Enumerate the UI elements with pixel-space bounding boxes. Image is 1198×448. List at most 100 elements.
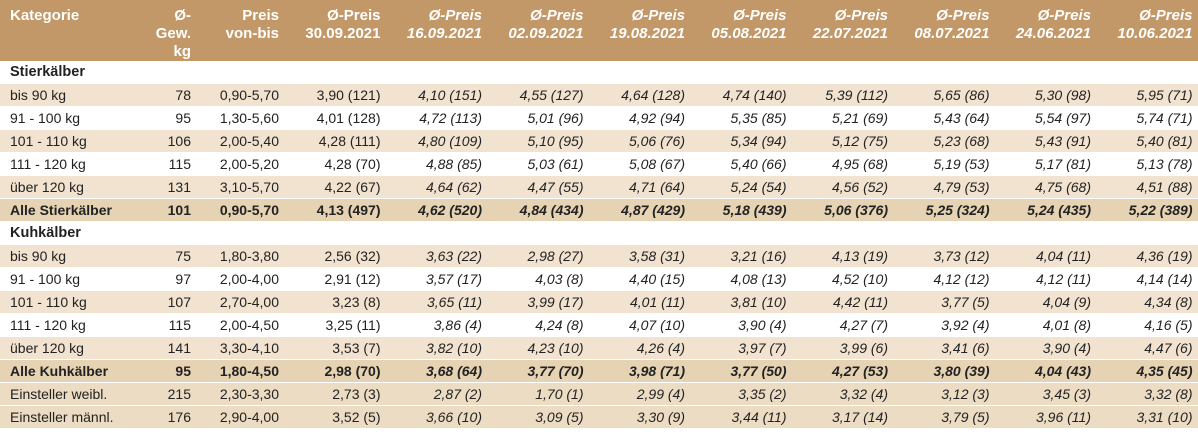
price-cell: 3,92 (4) (894, 313, 996, 338)
row-label: bis 90 kg (0, 244, 150, 269)
price-cell: 5,40 (81) (1097, 129, 1198, 154)
weight-cell: 131 (150, 175, 197, 200)
range-cell: 0,90-5,70 (197, 83, 285, 108)
price-cell: 5,18 (439) (691, 198, 793, 223)
price-cell: 4,10 (151) (386, 83, 488, 108)
price-cell: 3,99 (17) (488, 290, 590, 315)
weight-cell: 75 (150, 244, 197, 269)
range-cell: 1,80-3,80 (197, 244, 285, 269)
table-row: Einsteller weibl. 215 2,30-3,30 2,73 (3) 2,8… (0, 382, 1198, 407)
price-cell: 3,79 (5) (894, 405, 996, 430)
price-cell: 3,58 (31) (589, 244, 691, 269)
price-cell: 4,80 (109) (386, 129, 488, 154)
table-row: 101 - 110 kg 107 2,70-4,00 3,23 (8) 3,65 (11… (0, 290, 1198, 315)
price-cell: 5,39 (112) (792, 83, 894, 108)
price-cell: 4,12 (11) (995, 267, 1097, 292)
table-row: 91 - 100 kg 95 1,30-5,60 4,01 (128) 4,72 (11… (0, 106, 1198, 131)
price-cell: 5,24 (54) (691, 175, 793, 200)
weight-cell: 95 (150, 106, 197, 131)
price-cell: 4,36 (19) (1097, 244, 1198, 269)
row-label: bis 90 kg (0, 83, 150, 108)
price-cell: 2,98 (70) (285, 359, 387, 384)
range-cell: 2,90-4,00 (197, 405, 285, 430)
header-kategorie: Kategorie (0, 0, 150, 61)
price-cell: 2,98 (27) (488, 244, 590, 269)
price-cell: 5,19 (53) (894, 152, 996, 177)
table-row: bis 90 kg 75 1,80-3,80 2,56 (32) 3,63 (22) 2,… (0, 244, 1198, 269)
price-cell: 2,73 (3) (285, 382, 387, 407)
price-cell: 5,12 (75) (792, 129, 894, 154)
price-cell: 4,24 (8) (488, 313, 590, 338)
price-cell: 4,35 (45) (1097, 359, 1198, 384)
price-cell: 4,74 (140) (691, 83, 793, 108)
price-cell: 3,30 (9) (589, 405, 691, 430)
price-cell: 5,54 (97) (995, 106, 1097, 131)
price-cell: 3,25 (11) (285, 313, 387, 338)
price-cell: 3,63 (22) (386, 244, 488, 269)
table-row: bis 90 kg 78 0,90-5,70 3,90 (121) 4,10 (151)… (0, 83, 1198, 108)
price-cell: 4,72 (113) (386, 106, 488, 131)
price-cell: 3,82 (10) (386, 336, 488, 361)
weight-cell: 78 (150, 83, 197, 108)
weight-cell: 115 (150, 313, 197, 338)
price-cell: 4,34 (8) (1097, 290, 1198, 315)
price-cell: 5,65 (86) (894, 83, 996, 108)
price-cell: 4,47 (55) (488, 175, 590, 200)
row-label: 91 - 100 kg (0, 267, 150, 292)
header-date-4: Ø-Preis 05.08.2021 (691, 0, 793, 61)
row-label: 91 - 100 kg (0, 106, 150, 131)
price-cell: 4,71 (64) (589, 175, 691, 200)
price-cell: 2,91 (12) (285, 267, 387, 292)
price-cell: 3,77 (5) (894, 290, 996, 315)
table-row: 111 - 120 kg 115 2,00-4,50 3,25 (11) 3,86 (4… (0, 313, 1198, 338)
price-cell: 4,01 (11) (589, 290, 691, 315)
price-cell: 5,01 (96) (488, 106, 590, 131)
price-cell: 4,64 (62) (386, 175, 488, 200)
section-header-stier: Stierkälber (0, 61, 1198, 85)
total-row: Alle Kuhkälber 95 1,80-4,50 2,98 (70) 3,68 (… (0, 359, 1198, 384)
price-cell: 4,07 (10) (589, 313, 691, 338)
price-cell: 4,08 (13) (691, 267, 793, 292)
price-cell: 5,34 (94) (691, 129, 793, 154)
price-cell: 4,16 (5) (1097, 313, 1198, 338)
price-cell: 5,17 (81) (995, 152, 1097, 177)
price-cell: 5,08 (67) (589, 152, 691, 177)
price-cell: 4,52 (10) (792, 267, 894, 292)
price-cell: 5,35 (85) (691, 106, 793, 131)
table-row: 101 - 110 kg 106 2,00-5,40 4,28 (111) 4,80 (… (0, 129, 1198, 154)
header-date-2: Ø-Preis 02.09.2021 (488, 0, 590, 61)
price-cell: 5,06 (76) (589, 129, 691, 154)
price-cell: 3,99 (6) (792, 336, 894, 361)
price-cell: 4,04 (43) (995, 359, 1097, 384)
header-date-8: Ø-Preis 10.06.2021 (1097, 0, 1198, 61)
price-cell: 4,03 (8) (488, 267, 590, 292)
price-cell: 3,17 (14) (792, 405, 894, 430)
price-cell: 4,28 (70) (285, 152, 387, 177)
price-cell: 3,77 (70) (488, 359, 590, 384)
row-label: 111 - 120 kg (0, 313, 150, 338)
price-cell: 5,13 (78) (1097, 152, 1198, 177)
header-date-7: Ø-Preis 24.06.2021 (995, 0, 1097, 61)
price-cell: 4,87 (429) (589, 198, 691, 223)
total-row: Alle Stierkälber 101 0,90-5,70 4,13 (497) 4,… (0, 198, 1198, 223)
price-cell: 4,92 (94) (589, 106, 691, 131)
weight-cell: 101 (150, 198, 197, 223)
table-row: über 120 kg 141 3,30-4,10 3,53 (7) 3,82 (10)… (0, 336, 1198, 361)
price-cell: 3,68 (64) (386, 359, 488, 384)
price-cell: 5,23 (68) (894, 129, 996, 154)
header-preis-range: Preis von-bis (197, 0, 285, 61)
price-cell: 5,06 (376) (792, 198, 894, 223)
row-label: 111 - 120 kg (0, 152, 150, 177)
price-cell: 3,90 (121) (285, 83, 387, 108)
price-cell: 3,31 (10) (1097, 405, 1198, 430)
price-cell: 4,62 (520) (386, 198, 488, 223)
price-cell: 2,56 (32) (285, 244, 387, 269)
price-cell: 3,52 (5) (285, 405, 387, 430)
price-cell: 3,57 (17) (386, 267, 488, 292)
price-cell: 4,01 (8) (995, 313, 1097, 338)
price-cell: 4,55 (127) (488, 83, 590, 108)
price-cell: 3,86 (4) (386, 313, 488, 338)
price-cell: 5,10 (95) (488, 129, 590, 154)
price-cell: 3,97 (7) (691, 336, 793, 361)
section-title: Kuhkälber (0, 221, 1198, 246)
